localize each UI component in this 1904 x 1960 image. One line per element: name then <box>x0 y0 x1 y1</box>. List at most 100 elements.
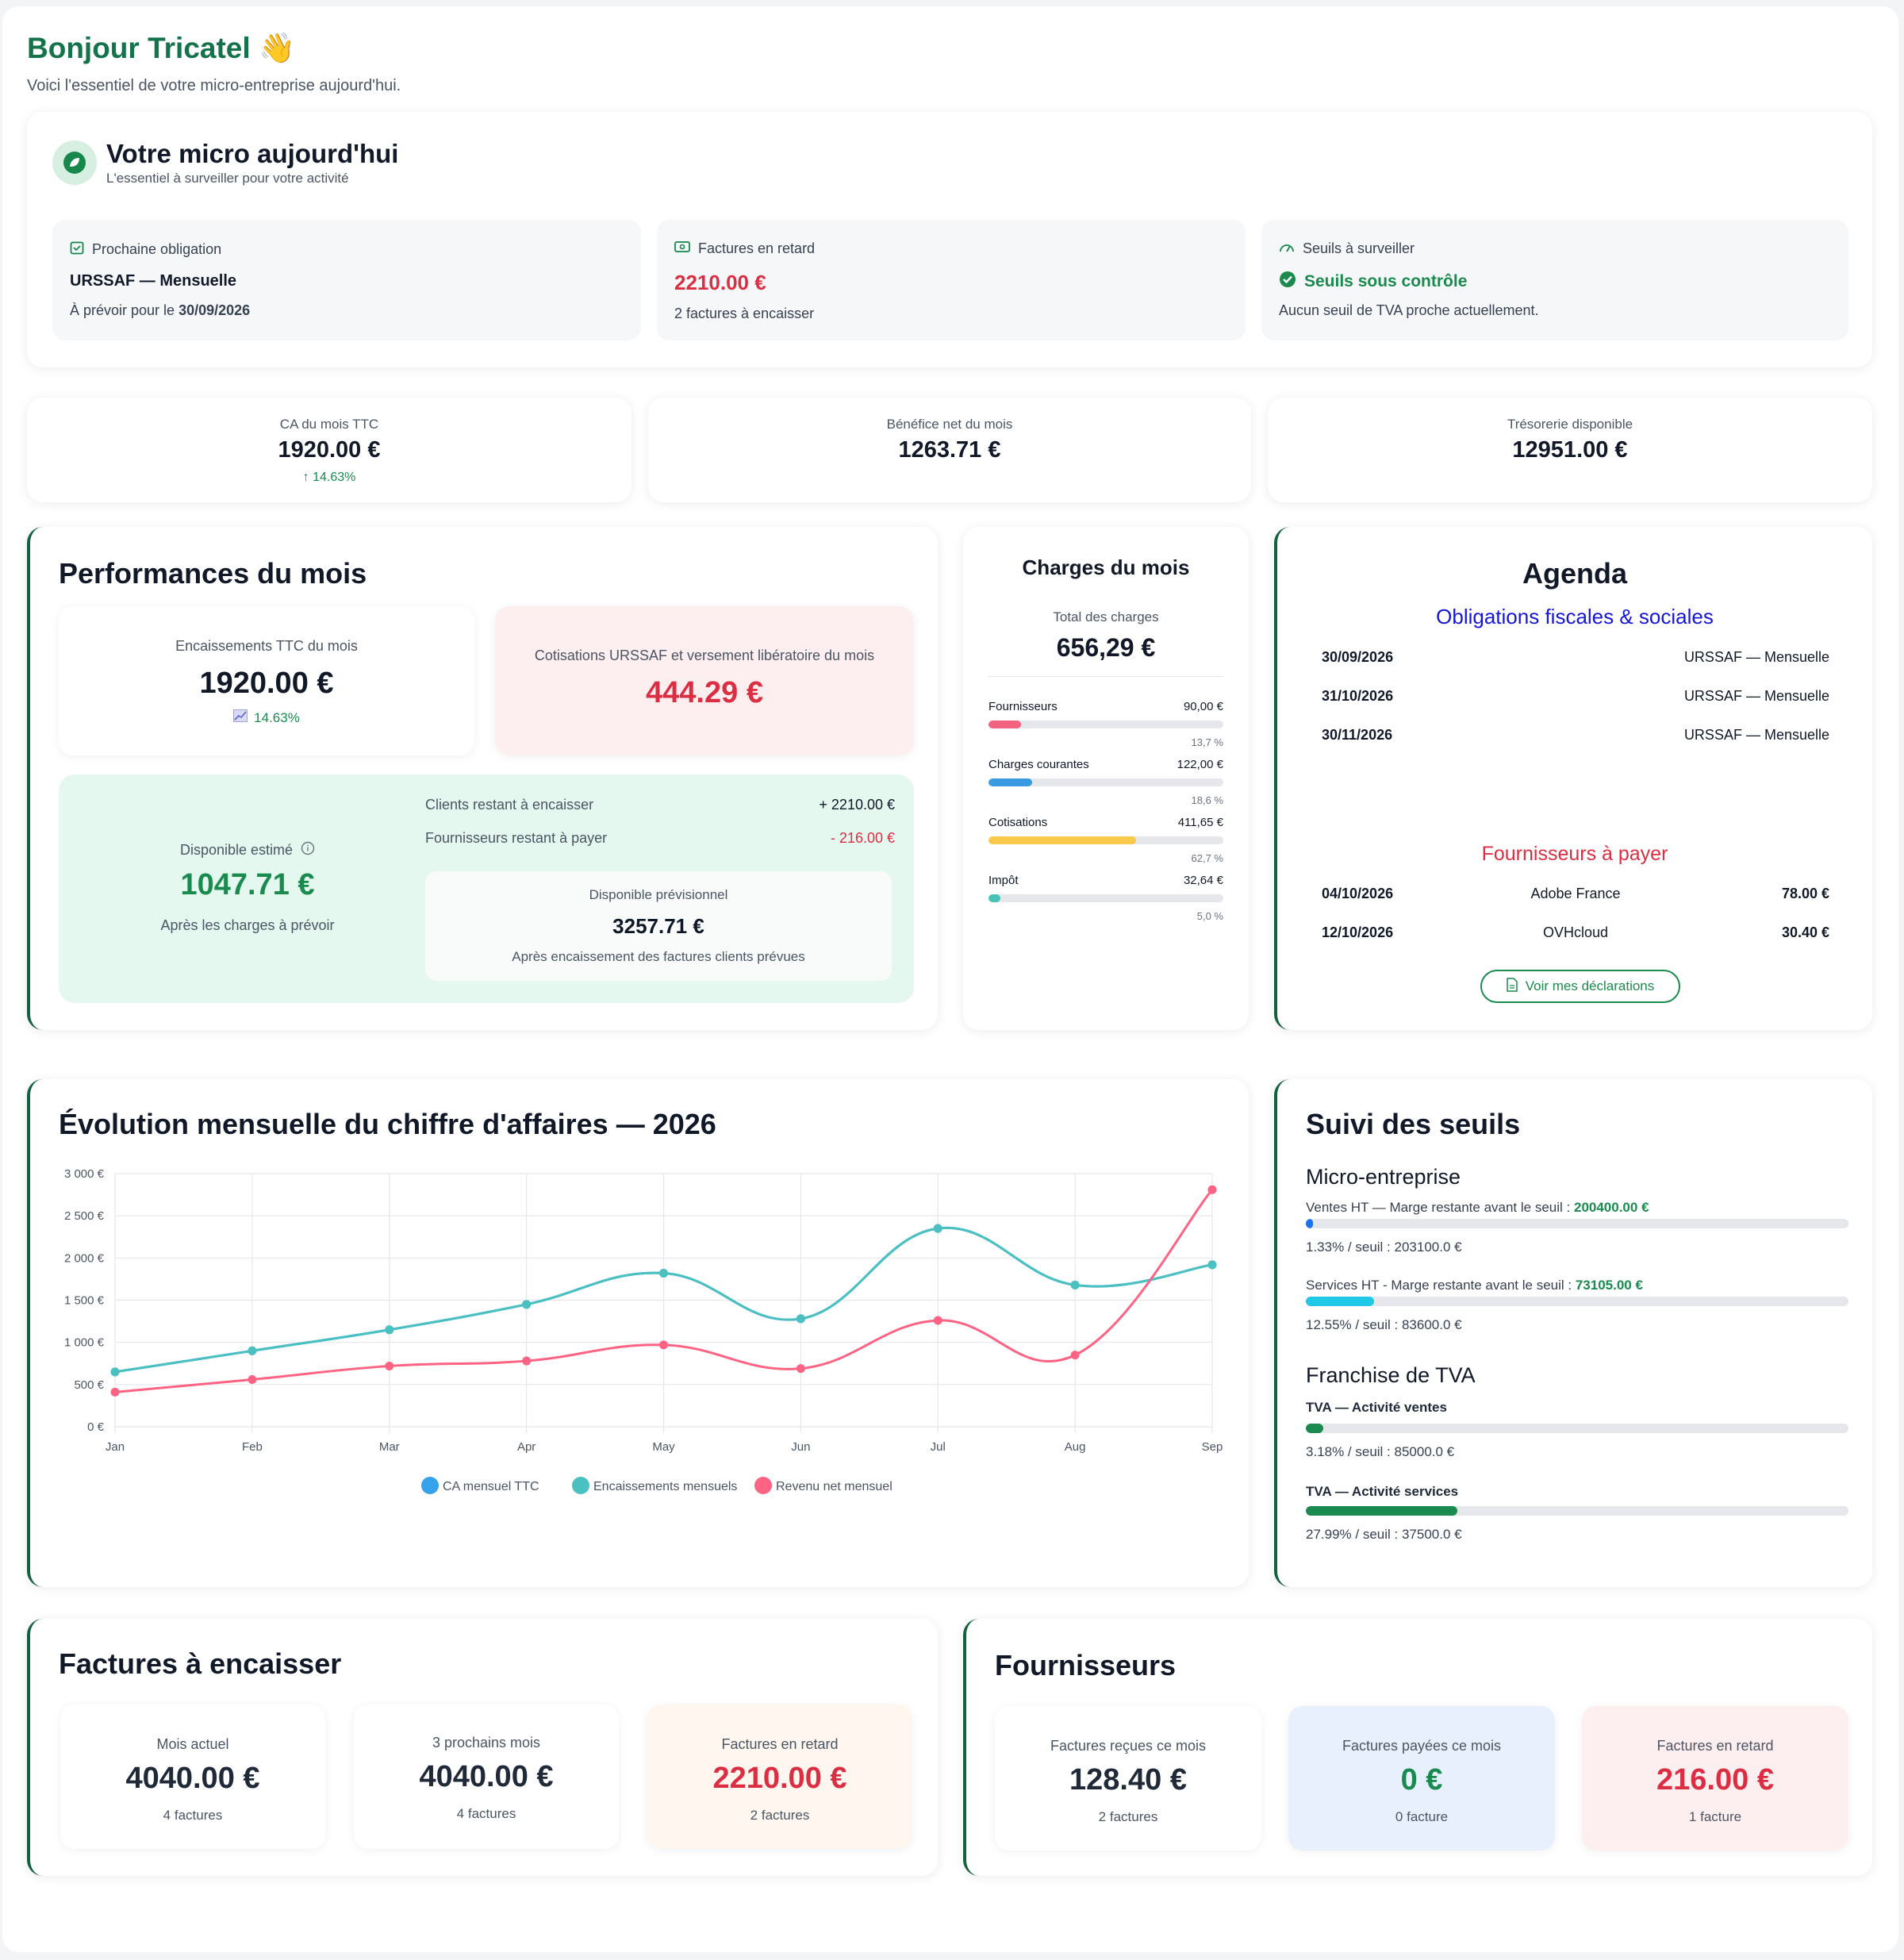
obligation-row: 30/11/2026 URSSAF — Mensuelle <box>1322 727 1829 744</box>
forecast-note: Après encaissement des factures clients … <box>512 949 805 964</box>
suppliers-title: Fournisseurs <box>995 1649 1177 1681</box>
suppliers-received: Factures reçues ce mois 128.40 € 2 factu… <box>995 1706 1261 1850</box>
kpi-revenue-card: CA du mois TTC 1920.00 € ↑ 14.63% <box>27 398 631 502</box>
sales-margin: 200400.00 € <box>1573 1200 1649 1215</box>
x-tick-label: May <box>652 1440 675 1454</box>
data-point <box>796 1364 805 1374</box>
data-point <box>1207 1185 1217 1194</box>
legend-marker <box>754 1477 772 1494</box>
y-tick-label: 0 € <box>87 1420 105 1434</box>
kpi-cash-card: Trésorerie disponible 12951.00 € <box>1268 398 1872 502</box>
receipts-trend-value: 14.63% <box>254 709 300 725</box>
data-point <box>248 1374 257 1384</box>
due-prefix: À prévoir pour le <box>70 302 175 318</box>
invoices-late-note: 2 factures <box>750 1808 810 1823</box>
services-threshold-bar <box>1306 1297 1848 1306</box>
info-icon[interactable] <box>301 841 315 859</box>
thresholds-panel: Seuils à surveiller Seuils sous contrôle… <box>1261 220 1848 340</box>
sales-threshold-bar <box>1306 1219 1848 1228</box>
x-tick-label: Jul <box>931 1440 946 1454</box>
kpi-cash-value: 12951.00 € <box>1512 437 1628 463</box>
charge-amount: 411,65 € <box>1177 816 1223 829</box>
invoices-late-label: Factures en retard <box>721 1736 839 1752</box>
thresholds-header: Seuils à surveiller <box>1279 240 1415 257</box>
x-tick-label: Feb <box>242 1440 263 1454</box>
x-tick-label: Aug <box>1065 1440 1086 1454</box>
charge-name: Impôt <box>988 874 1019 887</box>
charge-amount: 90,00 € <box>1183 700 1223 713</box>
check-circle-icon <box>1279 271 1296 293</box>
sales-threshold-fill <box>1306 1219 1314 1228</box>
charge-row: Cotisations 411,65 € <box>988 816 1223 829</box>
vat-title: Franchise de TVA <box>1306 1363 1476 1387</box>
legend-label: Encaissements mensuels <box>593 1480 737 1493</box>
agenda-title: Agenda <box>1522 557 1627 590</box>
micro-title: Micro-entreprise <box>1306 1165 1461 1189</box>
obligation-date: 31/10/2026 <box>1322 688 1394 704</box>
invoices-current-value: 4040.00 € <box>125 1762 260 1795</box>
suppliers-value: - 216.00 € <box>830 830 895 846</box>
cash-icon <box>674 240 690 257</box>
legend-marker <box>421 1477 439 1494</box>
obligation-label: URSSAF — Mensuelle <box>1683 649 1829 665</box>
forecast-value: 3257.71 € <box>612 914 704 938</box>
vat-sales-fill <box>1306 1424 1323 1433</box>
y-tick-label: 2 500 € <box>64 1209 105 1223</box>
obligation-label: URSSAF — Mensuelle <box>1683 727 1829 743</box>
charge-bar-fill <box>988 894 1000 902</box>
legend-label: CA mensuel TTC <box>443 1480 539 1493</box>
charge-bar-fill <box>988 721 1021 728</box>
obligations-title: Obligations fiscales & sociales <box>1436 605 1714 628</box>
available-value: 1047.71 € <box>180 868 315 901</box>
sales-prefix: Ventes HT — Marge restante avant le seui… <box>1306 1200 1571 1215</box>
urssaf-box: Cotisations URSSAF et versement libérato… <box>495 606 914 755</box>
thresholds-title: Suivi des seuils <box>1306 1108 1521 1140</box>
charge-pct: 13,7 % <box>1191 736 1223 748</box>
vat-services-bar <box>1306 1506 1848 1516</box>
late-invoices-amount: 2210.00 € <box>674 271 766 294</box>
charge-amount: 122,00 € <box>1177 758 1223 771</box>
obligation-row: 30/09/2026 URSSAF — Mensuelle <box>1322 649 1829 666</box>
data-point <box>110 1367 120 1377</box>
receipts-label: Encaissements TTC du mois <box>175 638 358 654</box>
y-tick-label: 1 500 € <box>64 1294 105 1308</box>
next-obligation-name: URSSAF — Mensuelle <box>70 272 237 290</box>
y-tick-label: 500 € <box>74 1378 104 1392</box>
invoices-late-value: 2210.00 € <box>712 1762 847 1795</box>
data-point <box>1207 1260 1217 1270</box>
late-invoices-label: Factures en retard <box>698 240 816 256</box>
next-obligation-due: À prévoir pour le 30/09/2026 <box>70 302 250 319</box>
data-point <box>385 1361 394 1370</box>
services-threshold-text: Services HT - Marge restante avant le se… <box>1306 1278 1643 1293</box>
services-margin: 73105.00 € <box>1575 1278 1643 1293</box>
suppliers-to-pay-title: Fournisseurs à payer <box>1481 843 1668 865</box>
invoices-title: Factures à encaisser <box>59 1647 342 1680</box>
data-point <box>659 1340 668 1350</box>
kpi-cash-label: Trésorerie disponible <box>1507 417 1633 432</box>
vat-services-fill <box>1306 1506 1458 1516</box>
charge-bar <box>988 836 1223 844</box>
charge-row: Charges courantes 122,00 € <box>988 758 1223 771</box>
declarations-button[interactable]: Voir mes déclarations <box>1480 970 1680 1003</box>
series-line <box>114 1226 1213 1374</box>
kpi-revenue-value: 1920.00 € <box>278 437 381 463</box>
document-icon <box>1506 977 1518 996</box>
invoices-next-value: 4040.00 € <box>419 1760 554 1793</box>
services-prefix: Services HT - Marge restante avant le se… <box>1306 1278 1572 1293</box>
suppliers-late-value: 216.00 € <box>1656 1763 1774 1797</box>
today-title: Votre micro aujourd'hui <box>106 139 399 168</box>
late-invoices-panel: Factures en retard 2210.00 € 2 factures … <box>657 220 1246 340</box>
available-label-row: Disponible estimé <box>59 841 436 859</box>
receipts-trend: 14.63% <box>59 709 474 726</box>
kpi-profit-label: Bénéfice net du mois <box>886 417 1013 432</box>
forecast-box: Disponible prévisionnel 3257.71 € Après … <box>425 871 892 981</box>
charge-bar-fill <box>988 778 1033 786</box>
next-obligation-panel: Prochaine obligation URSSAF — Mensuelle … <box>52 220 641 340</box>
suppliers-paid-value: 0 € <box>1400 1763 1443 1797</box>
obligation-date: 30/09/2026 <box>1322 649 1394 665</box>
charges-title: Charges du mois <box>1022 555 1190 579</box>
y-tick-label: 3 000 € <box>64 1167 105 1181</box>
charges-card: Charges du mois Total des charges 656,29… <box>963 527 1249 1030</box>
urssaf-value: 444.29 € <box>646 676 763 709</box>
performance-title: Performances du mois <box>59 557 367 590</box>
